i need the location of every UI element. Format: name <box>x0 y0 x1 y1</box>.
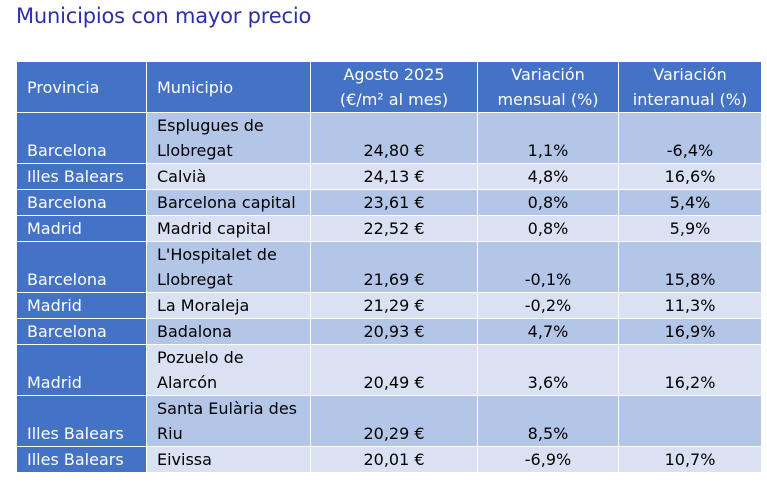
cell-precio: 20,49 € <box>310 344 478 396</box>
column-header-mensual-line1: Variación <box>511 65 585 84</box>
cell-interanual: 15,8% <box>618 241 762 293</box>
column-header-agosto-line1: Agosto 2025 <box>343 65 445 84</box>
cell-mensual: 3,6% <box>477 344 619 396</box>
cell-interanual: 16,6% <box>618 163 762 190</box>
cell-mensual: 8,5% <box>477 395 619 447</box>
cell-precio: 20,01 € <box>310 446 478 473</box>
cell-municipio: Madrid capital <box>146 215 311 242</box>
table-row: Illes Balears Eivissa 20,01 € -6,9% 10,7… <box>16 446 762 473</box>
cell-municipio: Badalona <box>146 318 311 345</box>
cell-precio: 24,13 € <box>310 163 478 190</box>
table-row: Illes Balears Calvià 24,13 € 4,8% 16,6% <box>16 163 762 190</box>
cell-mensual: -0,1% <box>477 241 619 293</box>
table-row: Madrid La Moraleja 21,29 € -0,2% 11,3% <box>16 292 762 319</box>
column-header-interanual-line1: Variación <box>653 65 727 84</box>
cell-precio: 20,29 € <box>310 395 478 447</box>
cell-mensual: -6,9% <box>477 446 619 473</box>
cell-provincia: Madrid <box>16 215 147 242</box>
cell-municipio: Calvià <box>146 163 311 190</box>
cell-mensual: -0,2% <box>477 292 619 319</box>
cell-mensual: 1,1% <box>477 112 619 164</box>
cell-mensual: 0,8% <box>477 215 619 242</box>
cell-mensual: 4,8% <box>477 163 619 190</box>
cell-precio: 21,29 € <box>310 292 478 319</box>
cell-interanual: 16,2% <box>618 344 762 396</box>
cell-precio: 20,93 € <box>310 318 478 345</box>
column-header-agosto-line2: (€/m² al mes) <box>339 90 449 109</box>
column-header-agosto: Agosto 2025 (€/m² al mes) <box>310 61 478 113</box>
column-header-mensual-line2: mensual (%) <box>497 90 599 109</box>
price-table: Provincia Municipio Agosto 2025 (€/m² al… <box>16 61 762 473</box>
cell-provincia: Barcelona <box>16 318 147 345</box>
cell-interanual: 16,9% <box>618 318 762 345</box>
column-header-mensual: Variación mensual (%) <box>477 61 619 113</box>
cell-mensual: 4,7% <box>477 318 619 345</box>
table-row: Barcelona L'Hospitalet de Llobregat 21,6… <box>16 241 762 293</box>
table-row: Madrid Madrid capital 22,52 € 0,8% 5,9% <box>16 215 762 242</box>
table-row: Barcelona Barcelona capital 23,61 € 0,8%… <box>16 189 762 216</box>
cell-precio: 23,61 € <box>310 189 478 216</box>
table-row: Barcelona Badalona 20,93 € 4,7% 16,9% <box>16 318 762 345</box>
cell-municipio: L'Hospitalet de Llobregat <box>146 241 311 293</box>
table-row: Barcelona Esplugues de Llobregat 24,80 €… <box>16 112 762 164</box>
cell-interanual: 5,4% <box>618 189 762 216</box>
cell-provincia: Illes Balears <box>16 446 147 473</box>
cell-interanual: -6,4% <box>618 112 762 164</box>
page-title: Municipios con mayor precio <box>16 4 312 28</box>
cell-provincia: Illes Balears <box>16 163 147 190</box>
cell-municipio: Esplugues de Llobregat <box>146 112 311 164</box>
cell-provincia: Barcelona <box>16 189 147 216</box>
cell-provincia: Madrid <box>16 344 147 396</box>
column-header-municipio: Municipio <box>146 61 311 113</box>
column-header-interanual: Variación interanual (%) <box>618 61 762 113</box>
cell-interanual: 11,3% <box>618 292 762 319</box>
cell-municipio: Pozuelo de Alarcón <box>146 344 311 396</box>
column-header-interanual-line2: interanual (%) <box>632 90 748 109</box>
cell-provincia: Illes Balears <box>16 395 147 447</box>
cell-precio: 24,80 € <box>310 112 478 164</box>
cell-precio: 21,69 € <box>310 241 478 293</box>
column-header-provincia: Provincia <box>16 61 147 113</box>
cell-provincia: Barcelona <box>16 112 147 164</box>
table-row: Illes Balears Santa Eulària des Riu 20,2… <box>16 395 762 447</box>
cell-precio: 22,52 € <box>310 215 478 242</box>
cell-municipio: Eivissa <box>146 446 311 473</box>
cell-municipio: Santa Eulària des Riu <box>146 395 311 447</box>
cell-interanual: 10,7% <box>618 446 762 473</box>
table-header-row: Provincia Municipio Agosto 2025 (€/m² al… <box>16 61 762 113</box>
cell-provincia: Madrid <box>16 292 147 319</box>
table-row: Madrid Pozuelo de Alarcón 20,49 € 3,6% 1… <box>16 344 762 396</box>
cell-municipio: La Moraleja <box>146 292 311 319</box>
cell-interanual: 5,9% <box>618 215 762 242</box>
cell-interanual <box>618 395 762 447</box>
cell-mensual: 0,8% <box>477 189 619 216</box>
table-body: Barcelona Esplugues de Llobregat 24,80 €… <box>16 112 762 473</box>
cell-provincia: Barcelona <box>16 241 147 293</box>
cell-municipio: Barcelona capital <box>146 189 311 216</box>
